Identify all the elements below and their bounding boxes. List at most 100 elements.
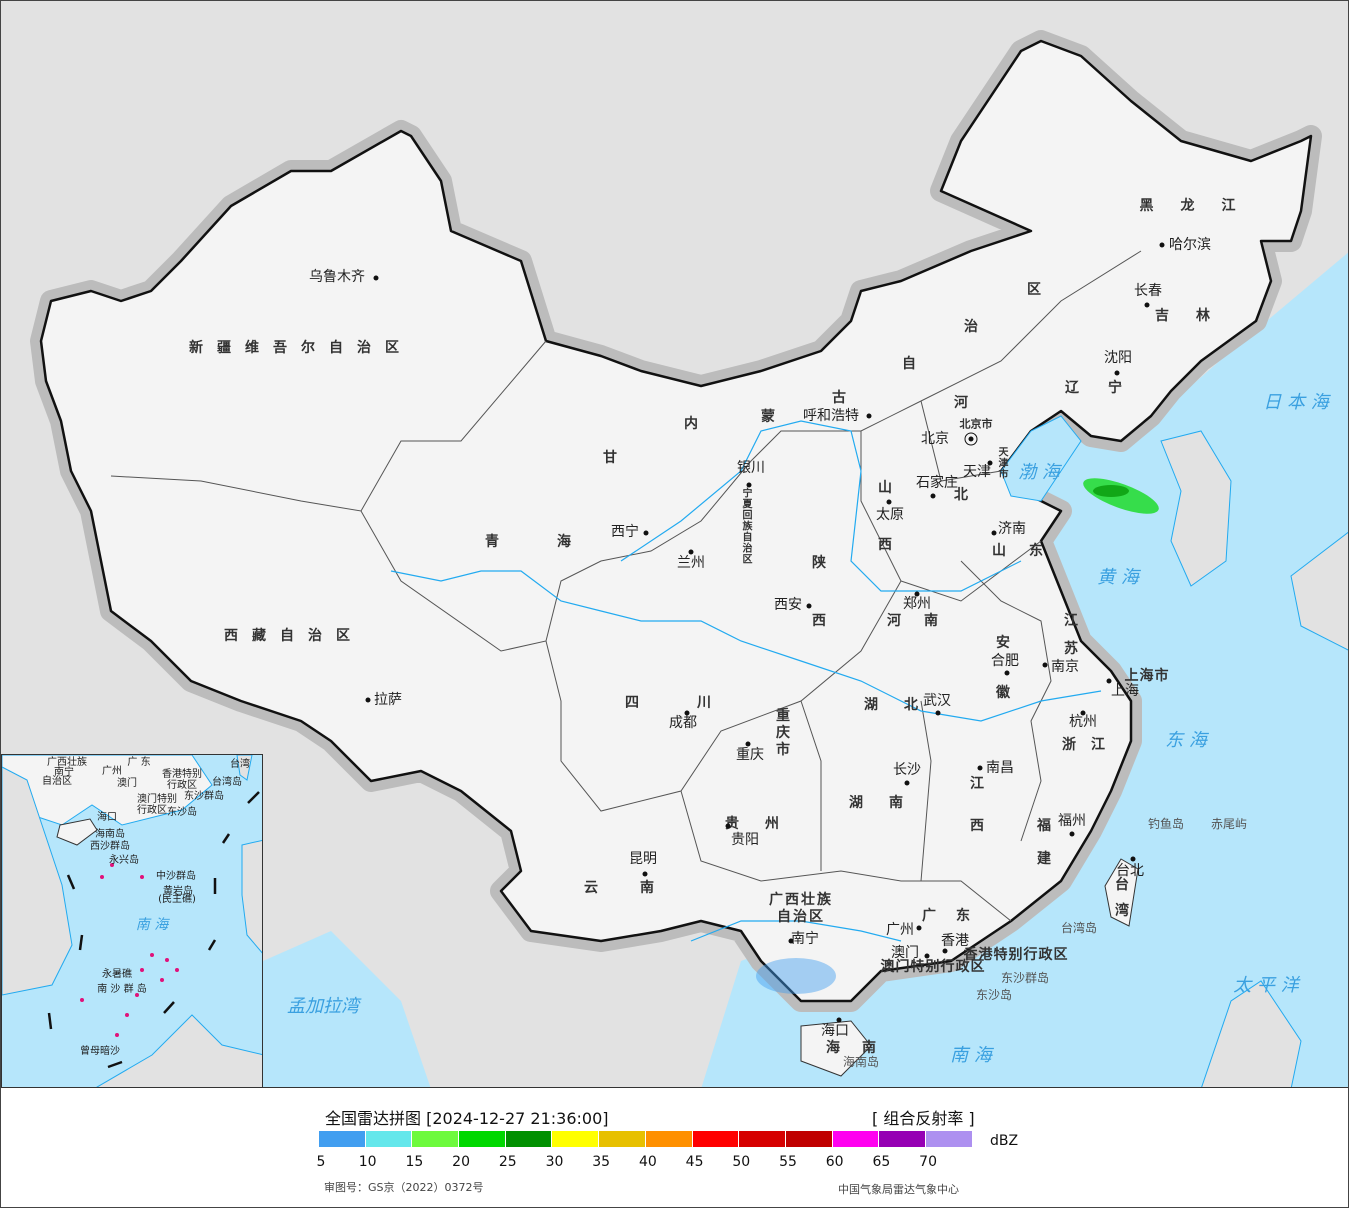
inset-label: 广西壮族 — [47, 757, 87, 768]
province-label: 古 — [832, 390, 846, 406]
city-dot-icon — [836, 1017, 842, 1023]
inset-label: 澳门 — [117, 778, 137, 789]
taiwan-island — [1104, 858, 1139, 927]
inset-label: 澳门特别 — [137, 794, 177, 805]
radar-map[interactable]: 新疆维吾尔自治区 西藏自治区青海甘宁夏回族自治区内蒙古自治区黑龙江吉林辽宁河北山西… — [1, 1, 1348, 1088]
bohai-sea — [1000, 415, 1082, 502]
city-label: 南昌 — [986, 760, 1014, 776]
agency-name: 中国气象局雷达气象中心 — [838, 1183, 959, 1196]
city-dot-icon — [1042, 662, 1048, 668]
province-label: 河 — [954, 395, 968, 411]
city-label: 北京 — [921, 431, 949, 447]
city-label: 济南 — [998, 521, 1026, 537]
city-label: 长沙 — [893, 762, 921, 778]
inset-label: 广州 — [102, 766, 122, 777]
province-label: 山 — [992, 543, 1006, 559]
color-swatch — [459, 1131, 506, 1147]
city-dot-icon — [977, 765, 983, 771]
map-base — [30, 30, 1348, 1087]
city-dot-icon — [373, 275, 379, 281]
city-dot-icon — [1080, 710, 1086, 716]
province-label: 湖 — [864, 697, 878, 713]
inset-label: 台湾 — [230, 759, 250, 770]
province-label: 西 — [970, 818, 984, 834]
province-label: 西藏自治区 — [224, 628, 364, 644]
unit-label: dBZ — [990, 1133, 1019, 1149]
city-dot-icon — [935, 710, 941, 716]
city-label: 沈阳 — [1104, 350, 1132, 366]
inset-hainan — [56, 818, 98, 846]
bay-of-bengal — [263, 931, 431, 1087]
province-label: 北 — [904, 697, 918, 713]
inset-label: 台湾岛 — [212, 777, 242, 788]
city-label: 兰州 — [677, 555, 705, 571]
color-swatch — [925, 1131, 973, 1147]
product-name: [ 组合反射率 ] — [872, 1109, 975, 1128]
province-label: 福 — [1037, 818, 1051, 834]
china-land — [39, 39, 1313, 1003]
city-dot-icon — [1130, 856, 1136, 862]
province-label: 东 — [956, 908, 970, 924]
color-swatch — [785, 1131, 833, 1147]
hainan-island — [800, 1020, 872, 1077]
city-dot-icon — [886, 499, 892, 505]
tick-label: 55 — [779, 1154, 797, 1170]
inset-label: 南 沙 群 岛 — [97, 984, 147, 995]
province-label: 台 — [1115, 877, 1129, 893]
tick-label: 60 — [825, 1154, 844, 1170]
city-label: 天津 — [963, 464, 991, 480]
province-label: 云 — [584, 880, 598, 896]
japan-land — [1290, 531, 1348, 651]
inset-label: 黄岩岛 — [163, 886, 193, 897]
province-label: 北 — [954, 487, 968, 503]
province-label: 香港特别行政区 — [963, 947, 1069, 963]
province-label: 辽 — [1065, 380, 1079, 396]
province-label: 南 — [640, 880, 654, 896]
city-label: 贵阳 — [731, 832, 759, 848]
color-swatch — [505, 1131, 553, 1147]
island-label: 东沙群岛 — [1001, 971, 1050, 985]
color-swatch — [599, 1131, 646, 1147]
color-scale-bar — [319, 1131, 973, 1147]
province-label: 新疆维吾尔自治区 — [189, 340, 413, 356]
province-label: 安 — [996, 635, 1010, 651]
city-label: 太原 — [876, 507, 904, 523]
province-label: 南 — [862, 1040, 876, 1056]
inset-nine-dash-line — [47, 791, 260, 1069]
city-dot-icon — [688, 549, 694, 555]
tick-label: 70 — [919, 1154, 938, 1170]
province-label: 州 — [765, 816, 779, 832]
city-dot-icon — [806, 603, 812, 609]
province-label: 广 — [922, 908, 936, 924]
province-label: 区 — [1027, 282, 1041, 298]
city-dot-icon — [642, 871, 648, 877]
province-label: 四 — [625, 695, 639, 711]
city-label: 福州 — [1058, 813, 1086, 829]
province-label: 广西壮族 — [769, 892, 833, 908]
city-label: 重庆 — [736, 747, 764, 763]
city-label: 合肥 — [991, 653, 1019, 669]
inset-indochina — [2, 766, 73, 996]
inset-label: 东沙岛 — [167, 807, 197, 818]
province-label: 重庆市 — [774, 707, 790, 759]
inset-label: 中沙群岛 — [156, 871, 196, 882]
city-label: 哈尔滨 — [1169, 237, 1211, 253]
tick-label: 15 — [405, 1154, 424, 1170]
approval-number: 审图号：GS京（2022）0372号 — [324, 1181, 484, 1194]
city-label: 呼和浩特 — [803, 408, 859, 424]
city-dot-icon — [1144, 302, 1150, 308]
south-china-sea-inset[interactable]: 广西壮族 自治区 南宁广 东广州 澳门 香港特别 行政区 澳门特别 行政区 台湾 台湾岛 东沙群岛东… — [1, 754, 263, 1087]
province-label: 江 — [970, 776, 984, 792]
inset-label: (民主礁) — [158, 894, 196, 905]
city-dot-icon — [1106, 678, 1112, 684]
tick-label: 10 — [358, 1154, 377, 1170]
city-dot-icon — [930, 493, 936, 499]
city-label: 成都 — [669, 715, 697, 731]
radar-echo-guangxi — [756, 958, 836, 994]
inset-label: 西沙群岛 — [90, 841, 130, 852]
province-borders — [110, 250, 1142, 922]
legend-title: 全国雷达拼图 [2024-12-27 21:36:00] — [325, 1109, 609, 1128]
color-swatch — [739, 1131, 786, 1147]
province-label: 自 — [902, 356, 916, 372]
city-dot-icon — [745, 741, 751, 747]
